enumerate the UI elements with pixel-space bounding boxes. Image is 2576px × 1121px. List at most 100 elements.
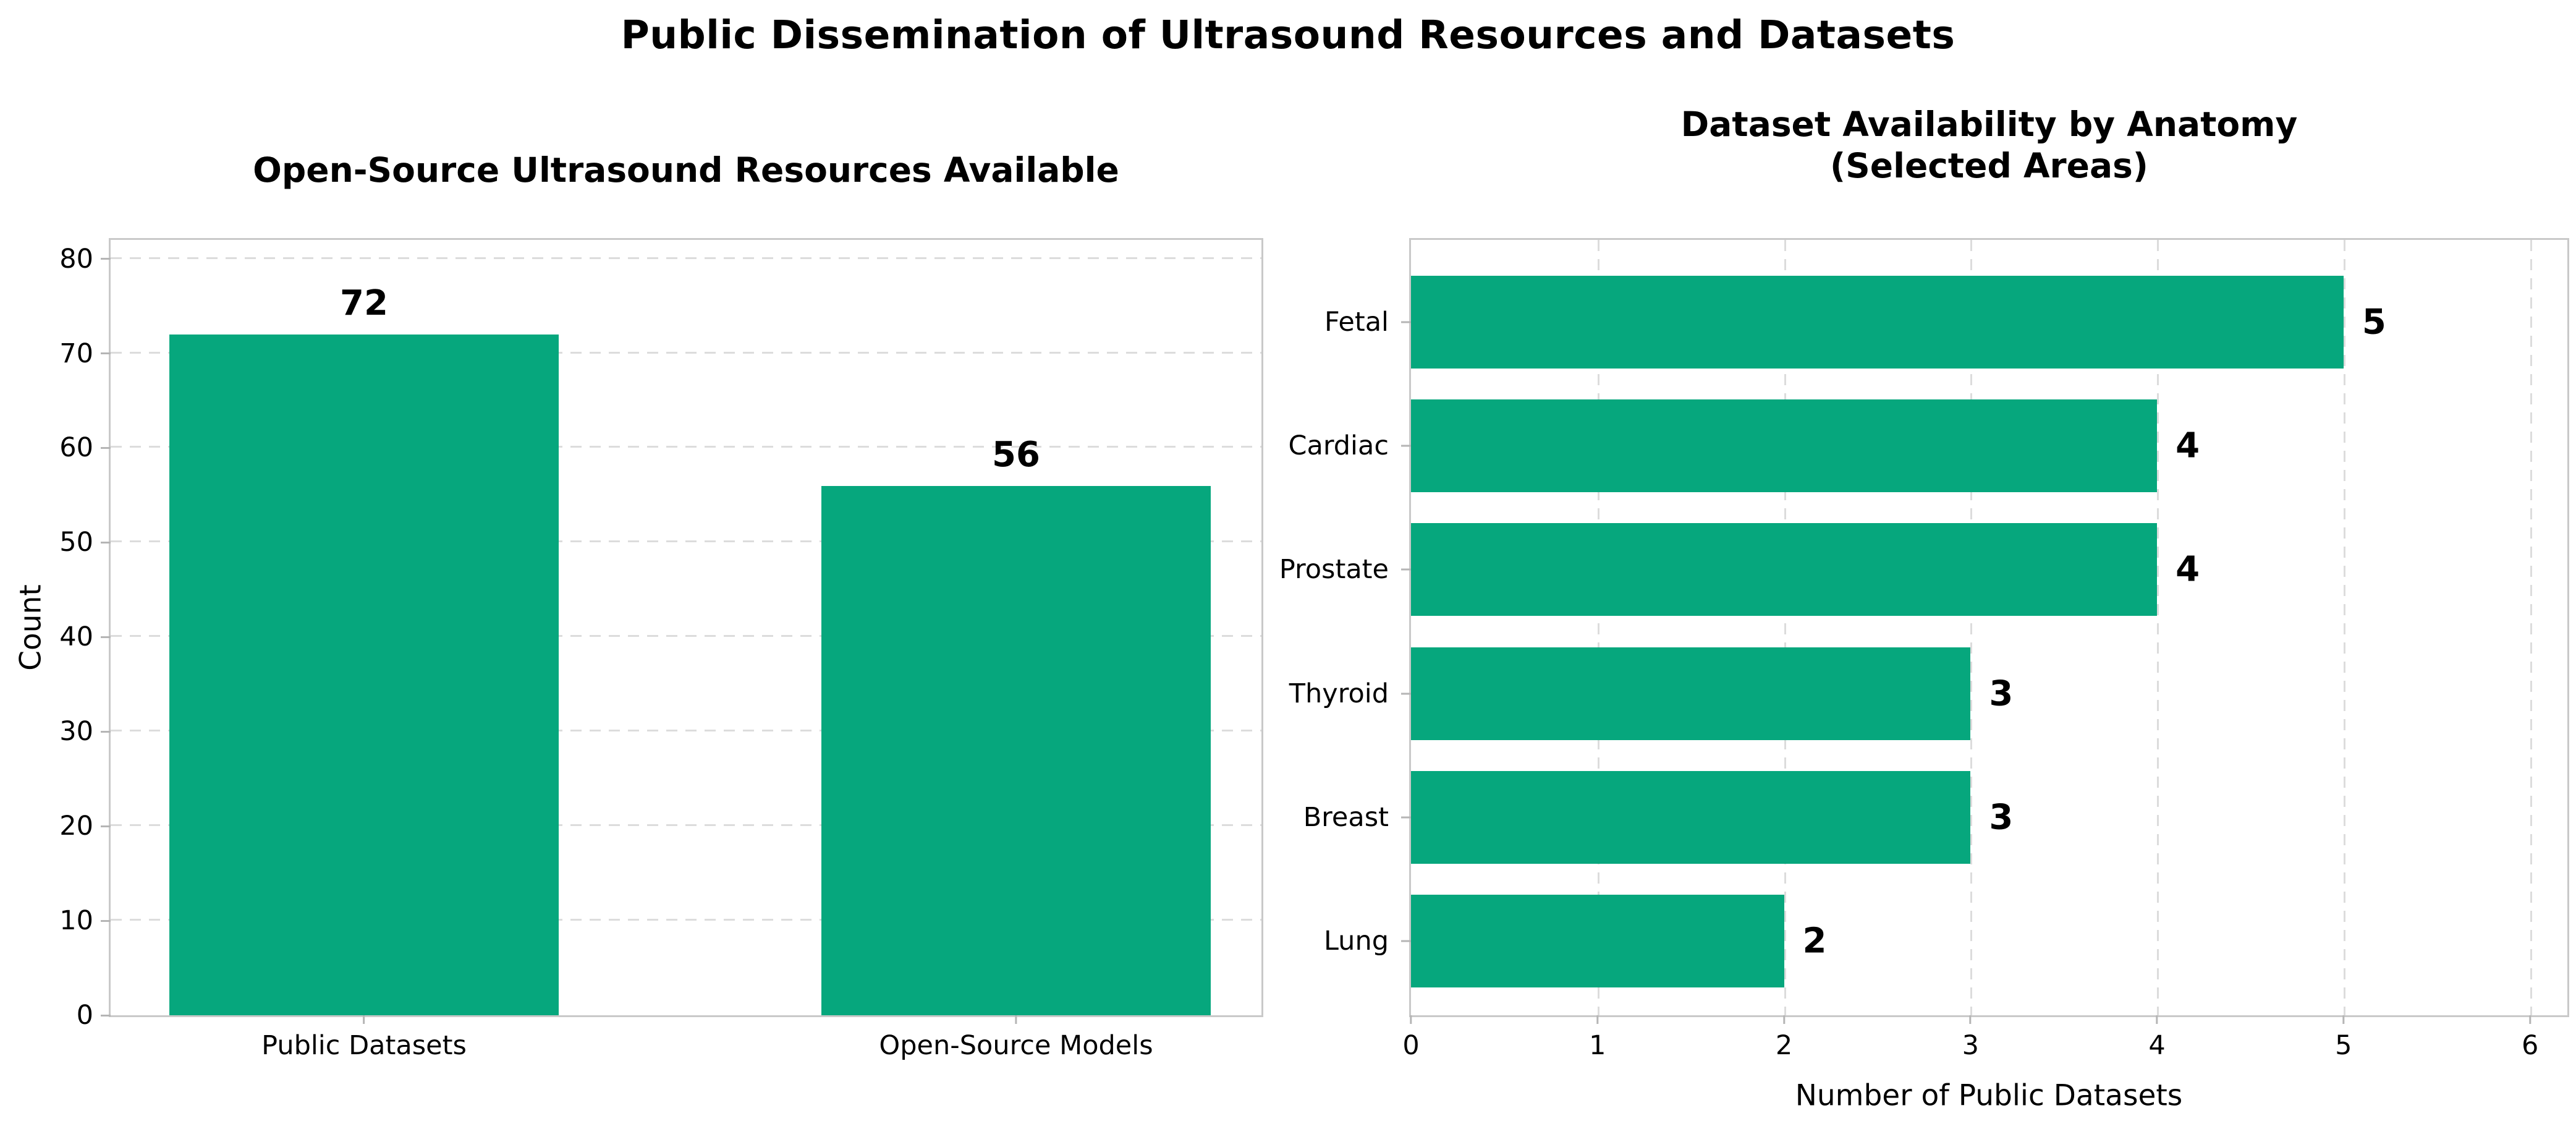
x-tick: 4: [2148, 1015, 2166, 1061]
y-tick: 10: [59, 905, 111, 936]
x-tick-mark: [2342, 1015, 2345, 1024]
right-chart-title-line2: (Selected Areas): [1830, 146, 2148, 186]
y-tick: 50: [59, 527, 111, 558]
y-tick-label: 60: [59, 432, 93, 464]
y-tick-mark: [101, 446, 111, 449]
y-tick-label: 10: [59, 905, 93, 937]
bar-row-cardiac: Cardiac 4: [1288, 384, 2567, 508]
x-tick-label: 6: [2521, 1030, 2539, 1061]
bar-value-label: 5: [2362, 302, 2386, 343]
left-subplot: Open-Source Ultrasound Resources Availab…: [14, 150, 1263, 1061]
y-tick-label: 0: [76, 1000, 93, 1031]
bar-value-label: 3: [1989, 673, 2014, 714]
y-tick: 30: [59, 716, 111, 747]
x-tick-label: Public Datasets: [261, 1030, 467, 1061]
bar-prostate: 4: [1411, 523, 2200, 616]
y-tick-mark: [101, 541, 111, 543]
gridline: [111, 257, 1261, 259]
x-tick: 0: [1402, 1015, 1420, 1061]
right-subplot: Dataset Availability by Anatomy (Selecte…: [1279, 0, 2576, 1121]
x-tick-mark: [1410, 1015, 1412, 1024]
x-tick: 2: [1776, 1015, 1792, 1061]
y-tick-label: 20: [59, 811, 93, 842]
bar-open-source-models: 56: [821, 435, 1211, 1015]
bar-row-prostate: Prostate 4: [1279, 508, 2567, 631]
bar-value-label: 4: [2176, 549, 2200, 590]
x-tick: Public Datasets: [261, 1015, 467, 1061]
gridline: [1970, 240, 1973, 1015]
y-tick-mark: [1401, 693, 1411, 695]
bar-row-breast: Breast 3: [1303, 756, 2567, 879]
bar-row-lung: Lung 2: [1324, 879, 2567, 1003]
x-tick-mark: [1015, 1015, 1017, 1024]
left-plot-area: 0 10 20 30 40 50 60 70 80 72 56 Public D…: [59, 238, 1263, 1061]
y-tick-mark: [1401, 816, 1411, 819]
x-tick: 3: [1962, 1015, 1979, 1061]
bar-lung: 2: [1411, 895, 1827, 987]
x-tick-label: 4: [2148, 1030, 2166, 1061]
category-label: Breast: [1303, 802, 1389, 833]
gridline: [2530, 240, 2532, 1015]
y-tick-mark: [101, 825, 111, 827]
y-tick-mark: [1401, 321, 1411, 323]
x-tick-mark: [363, 1015, 365, 1024]
x-tick-mark: [2529, 1015, 2532, 1024]
gridline: [111, 635, 1261, 637]
y-tick-label: 70: [59, 338, 93, 369]
bar-fetal: 5: [1411, 276, 2386, 369]
bar-thyroid: 3: [1411, 647, 2013, 740]
left-chart-title: Open-Source Ultrasound Resources Availab…: [253, 150, 1119, 190]
gridline: [111, 446, 1261, 448]
y-tick-label: 50: [59, 527, 93, 558]
x-tick-mark: [2156, 1015, 2158, 1024]
category-label: Cardiac: [1288, 430, 1389, 461]
right-chart-title: Dataset Availability by Anatomy (Selecte…: [1409, 104, 2569, 187]
right-chart-title-line1: Dataset Availability by Anatomy: [1680, 104, 2298, 144]
gridline: [1597, 240, 1599, 1015]
y-tick-label: 30: [59, 716, 93, 748]
bar-breast: 3: [1411, 771, 2013, 864]
x-tick-label: 3: [1962, 1030, 1979, 1061]
y-tick-mark: [1401, 940, 1411, 942]
bar-value-label: 4: [2176, 425, 2200, 466]
y-tick: 80: [59, 244, 111, 275]
bar-cardiac: 4: [1411, 399, 2200, 492]
category-label: Lung: [1323, 926, 1389, 957]
y-tick: 0: [77, 1000, 111, 1031]
x-tick-label: Open-Source Models: [879, 1030, 1153, 1061]
x-tick-mark: [1969, 1015, 1972, 1024]
y-tick-mark: [101, 258, 111, 260]
y-tick-mark: [101, 730, 111, 733]
y-tick-label: 80: [59, 243, 93, 275]
category-label: Prostate: [1279, 554, 1389, 585]
y-tick: 40: [59, 621, 111, 652]
figure-suptitle: Public Dissemination of Ultrasound Resou…: [621, 12, 1955, 58]
x-tick-mark: [1596, 1015, 1599, 1024]
x-tick-label: 1: [1589, 1030, 1606, 1061]
y-tick-mark: [1401, 568, 1411, 571]
y-tick: 70: [59, 338, 111, 369]
y-tick: 60: [59, 432, 111, 463]
bar-public-datasets: 72: [169, 283, 559, 1015]
gridline: [111, 919, 1261, 921]
bar-value-label: 56: [992, 434, 1040, 475]
x-tick: Open-Source Models: [879, 1015, 1153, 1061]
gridline: [111, 540, 1261, 543]
x-tick: 5: [2335, 1015, 2352, 1061]
bar-value-label: 2: [1802, 921, 1827, 961]
y-tick-mark: [101, 1014, 111, 1017]
category-label: Fetal: [1324, 307, 1389, 338]
bar-value-label: 72: [340, 283, 388, 323]
bar-row-fetal: Fetal 5: [1324, 260, 2567, 384]
x-tick-label: 5: [2335, 1030, 2352, 1061]
x-tick-mark: [1783, 1015, 1786, 1024]
category-label: Thyroid: [1289, 678, 1389, 709]
gridline: [111, 730, 1261, 732]
x-tick-label: 0: [1402, 1030, 1420, 1061]
gridline: [2157, 240, 2159, 1015]
x-tick-label: 2: [1775, 1030, 1793, 1061]
x-tick: 1: [1589, 1015, 1606, 1061]
y-tick-mark: [101, 636, 111, 638]
y-tick-mark: [101, 919, 111, 922]
